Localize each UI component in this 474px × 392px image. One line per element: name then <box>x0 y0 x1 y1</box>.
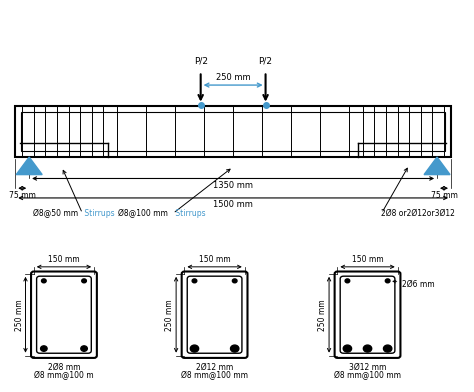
Bar <box>15 107 451 157</box>
Text: Ø8 mm@100 m: Ø8 mm@100 m <box>34 371 94 380</box>
Circle shape <box>81 346 87 351</box>
FancyBboxPatch shape <box>335 272 401 358</box>
Circle shape <box>41 346 47 351</box>
Text: 1350 mm: 1350 mm <box>213 181 253 190</box>
Text: Ø8 mm@100 mm: Ø8 mm@100 mm <box>334 371 401 380</box>
Text: 2Ø8 mm: 2Ø8 mm <box>48 363 80 372</box>
Text: 1500 mm: 1500 mm <box>213 200 253 209</box>
Polygon shape <box>424 157 450 174</box>
Circle shape <box>230 345 239 352</box>
Text: Ø8 mm@100 mm: Ø8 mm@100 mm <box>181 371 248 380</box>
Circle shape <box>232 279 237 283</box>
Text: 3Ø12 mm: 3Ø12 mm <box>349 363 386 372</box>
Text: Ø8@50 mm: Ø8@50 mm <box>33 209 82 218</box>
Text: 75 mm: 75 mm <box>430 191 457 200</box>
FancyBboxPatch shape <box>31 272 97 358</box>
Circle shape <box>192 279 197 283</box>
Polygon shape <box>16 157 42 174</box>
Text: P/2: P/2 <box>258 56 273 65</box>
Text: 250 mm: 250 mm <box>318 299 327 330</box>
Text: 250 mm: 250 mm <box>165 299 174 330</box>
Text: Ø8@100 mm: Ø8@100 mm <box>118 209 173 218</box>
Text: Stirrups: Stirrups <box>173 209 206 218</box>
Bar <box>21 112 446 151</box>
FancyBboxPatch shape <box>182 272 247 358</box>
Circle shape <box>383 345 392 352</box>
Text: 150 mm: 150 mm <box>199 255 230 264</box>
Text: P/2: P/2 <box>194 56 208 65</box>
Circle shape <box>190 345 199 352</box>
Text: 250 mm: 250 mm <box>216 73 250 82</box>
Circle shape <box>42 279 46 283</box>
Text: 250 mm: 250 mm <box>15 299 24 330</box>
Text: 150 mm: 150 mm <box>48 255 80 264</box>
Circle shape <box>343 345 352 352</box>
Text: Stirrups: Stirrups <box>82 209 115 218</box>
Circle shape <box>385 279 390 283</box>
Text: 150 mm: 150 mm <box>352 255 383 264</box>
Text: 75 mm: 75 mm <box>9 191 36 200</box>
Circle shape <box>364 345 372 352</box>
Text: 2Ø8 or2Ø12or3Ø12: 2Ø8 or2Ø12or3Ø12 <box>382 209 456 218</box>
Circle shape <box>345 279 350 283</box>
Text: 2Ø6 mm: 2Ø6 mm <box>393 279 435 289</box>
Text: 2Ø12 mm: 2Ø12 mm <box>196 363 233 372</box>
Circle shape <box>82 279 86 283</box>
